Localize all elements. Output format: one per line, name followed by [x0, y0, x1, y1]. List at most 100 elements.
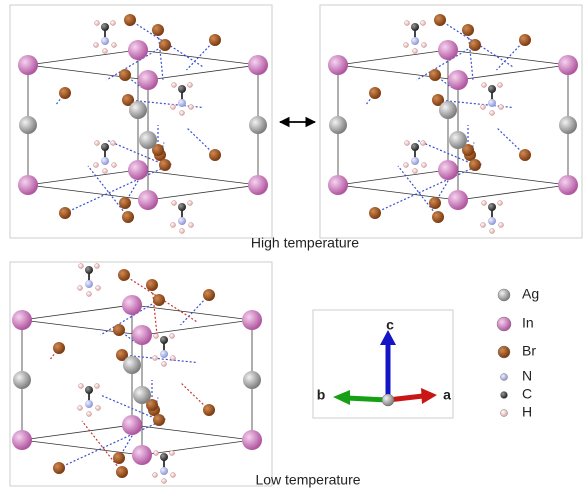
atom-h: [94, 43, 99, 48]
atom-h: [95, 21, 100, 26]
atom-h: [87, 292, 92, 297]
atom-br: [118, 269, 130, 281]
legend-label: In: [522, 315, 534, 331]
atom-h: [498, 201, 503, 206]
atom-br: [159, 39, 171, 51]
atom-br: [432, 211, 444, 223]
bond: [88, 166, 128, 217]
legend-icon: [501, 410, 508, 417]
axis-label: a: [443, 387, 451, 403]
atom-ag: [13, 371, 31, 389]
atom-c: [411, 23, 419, 31]
atom-n: [160, 467, 168, 475]
atom-h: [103, 169, 108, 174]
cell-edge: [148, 185, 258, 200]
atom-h: [96, 406, 101, 411]
atom-in: [242, 430, 262, 450]
atom-h: [490, 111, 495, 116]
atom-in: [12, 310, 32, 330]
atom-h: [162, 479, 167, 484]
atom-n: [101, 157, 109, 165]
atom-h: [154, 334, 159, 339]
atom-h: [405, 21, 410, 26]
atom-h: [188, 201, 193, 206]
atom-ag: [123, 356, 141, 374]
atom-h: [404, 163, 409, 168]
atom-h: [422, 43, 427, 48]
atom-br: [469, 159, 481, 171]
atom-br: [203, 404, 215, 416]
atom-h: [482, 83, 487, 88]
atom-n: [101, 37, 109, 45]
atom-c: [411, 143, 419, 151]
atom-h: [95, 141, 100, 146]
atom-h: [481, 105, 486, 110]
atom-br: [209, 149, 221, 161]
atom-c: [488, 85, 496, 93]
atom-br: [53, 342, 65, 354]
cell-edge: [338, 50, 448, 65]
cell-edge: [458, 185, 568, 200]
atom-h: [482, 201, 487, 206]
atom-h: [154, 451, 159, 456]
atom-in: [438, 40, 458, 60]
cell-edge: [338, 185, 458, 200]
atom-ag: [329, 116, 347, 134]
atom-br: [153, 294, 165, 306]
atom-h: [170, 334, 175, 339]
atom-in: [448, 190, 468, 210]
atom-h: [172, 201, 177, 206]
atom-br: [429, 197, 441, 209]
bond: [158, 30, 163, 80]
cell-edge: [28, 170, 138, 185]
atom-n: [488, 99, 496, 107]
cell-edge: [142, 320, 252, 335]
atom-h: [103, 49, 108, 54]
atom-br: [146, 279, 158, 291]
atom-br: [209, 34, 221, 46]
axis-label: c: [386, 317, 394, 333]
atom-h: [111, 141, 116, 146]
atom-in: [248, 175, 268, 195]
atom-in: [328, 175, 348, 195]
atom-h: [499, 223, 504, 228]
legend: AgInBrNCH: [497, 286, 539, 420]
atom-c: [178, 85, 186, 93]
cell-edge: [338, 170, 448, 185]
legend-icon: [501, 392, 508, 399]
atom-br: [469, 39, 481, 51]
legend-label: C: [522, 386, 532, 402]
atom-h: [172, 83, 177, 88]
atom-in: [18, 175, 38, 195]
atom-ag: [249, 116, 267, 134]
crystal: [328, 14, 578, 234]
atom-h: [171, 105, 176, 110]
atom-in: [248, 55, 268, 75]
atom-br: [519, 34, 531, 46]
atom-br: [59, 207, 71, 219]
atom-h: [499, 105, 504, 110]
atom-in: [438, 160, 458, 180]
cell-edge: [132, 425, 252, 440]
atom-c: [101, 143, 109, 151]
legend-icon: [501, 374, 508, 381]
atom-br: [519, 149, 531, 161]
atom-h: [481, 223, 486, 228]
atom-n: [85, 280, 93, 288]
atom-h: [189, 105, 194, 110]
atom-br: [462, 24, 474, 36]
atom-h: [162, 362, 167, 367]
cell-edge: [22, 425, 132, 440]
atom-h: [180, 111, 185, 116]
atom-ag: [139, 131, 157, 149]
atom-ag: [19, 116, 37, 134]
atom-br: [59, 87, 71, 99]
cell-edge: [28, 185, 148, 200]
cell-edge: [458, 65, 568, 80]
atom-br: [113, 452, 125, 464]
atom-h: [78, 286, 83, 291]
atom-h: [95, 384, 100, 389]
atom-ag: [243, 371, 261, 389]
cell-edge: [22, 305, 132, 320]
atom-ag: [133, 386, 151, 404]
